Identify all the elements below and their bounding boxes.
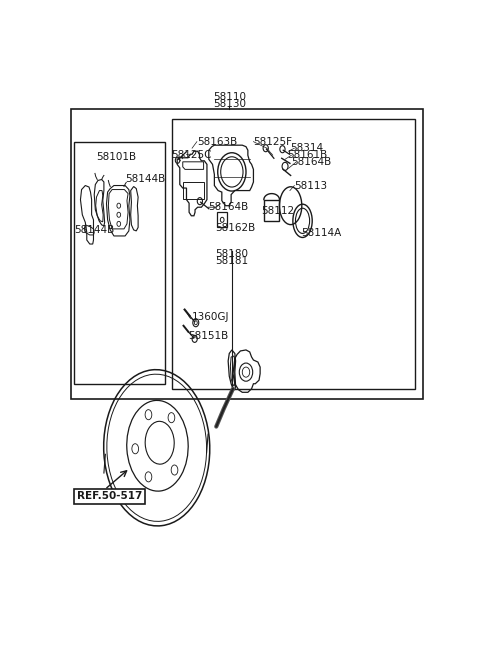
Text: 58110: 58110: [213, 92, 246, 102]
Text: 58112: 58112: [261, 206, 294, 216]
Text: 58180: 58180: [216, 249, 248, 259]
Text: REF.50-517: REF.50-517: [77, 491, 142, 501]
Text: 58161B: 58161B: [287, 150, 327, 160]
Text: 58314: 58314: [290, 143, 323, 153]
Text: 58144B: 58144B: [125, 174, 165, 185]
Text: 58101B: 58101B: [96, 152, 137, 162]
Text: 58181: 58181: [216, 256, 249, 266]
Text: 58164B: 58164B: [291, 157, 332, 167]
Text: 58164B: 58164B: [208, 202, 248, 212]
Text: 58130: 58130: [213, 99, 246, 109]
Text: 58151B: 58151B: [188, 331, 228, 341]
Text: 58163B: 58163B: [197, 137, 237, 147]
Bar: [71, 109, 423, 399]
Bar: [74, 141, 165, 384]
Bar: [172, 119, 415, 389]
Text: 1360GJ: 1360GJ: [192, 312, 229, 322]
Text: 58125F: 58125F: [253, 137, 292, 147]
Text: 58113: 58113: [294, 181, 327, 191]
Text: 58162B: 58162B: [216, 223, 256, 233]
Text: 58125C: 58125C: [172, 150, 212, 160]
Text: 58144B: 58144B: [74, 225, 114, 235]
Bar: [217, 212, 228, 227]
Text: 58114A: 58114A: [301, 229, 341, 238]
